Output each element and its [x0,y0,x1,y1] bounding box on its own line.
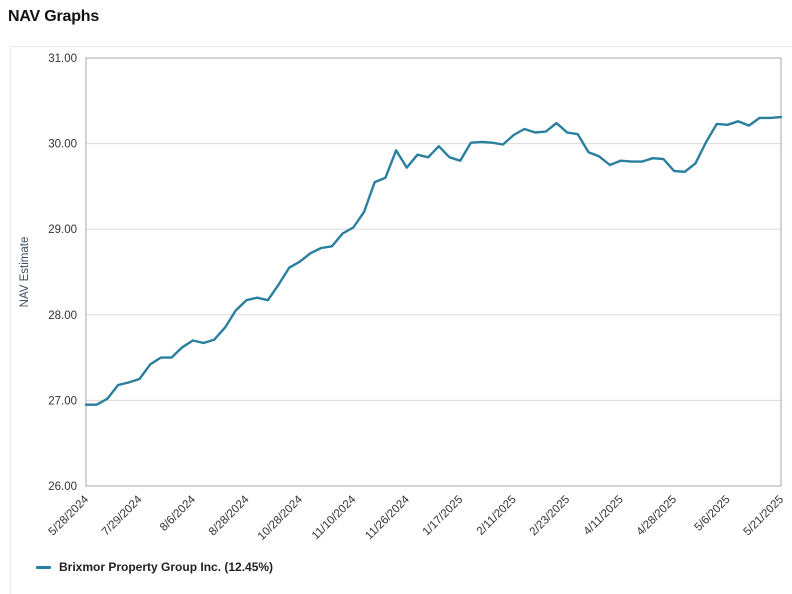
legend-item-label: Brixmor Property Group Inc. (12.45%) [59,560,274,574]
x-axis-tick-label: 4/11/2025 [582,494,626,538]
x-axis-tick-label: 7/29/2024 [100,493,145,538]
x-axis-tick-label: 10/28/2024 [256,493,306,543]
y-axis-tick-label: 31.00 [48,53,77,65]
x-axis-tick-label: 5/6/2025 [693,494,733,534]
x-axis-tick-label: 1/17/2025 [421,494,466,539]
y-axis-tick-label: 27.00 [48,395,77,407]
y-axis-tick-label: 29.00 [48,224,77,236]
plot-border [85,57,782,487]
y-axis-title: NAV Estimate [19,237,31,308]
x-axis-tick-label: 4/28/2025 [635,494,680,539]
x-axis-tick-label: 8/6/2024 [158,493,199,534]
nav-line-chart[interactable]: 31.00 30.00 29.00 28.00 27.00 26.00 NAV Estima… [11,47,792,547]
x-axis-tick-label: 11/10/2024 [310,493,359,542]
x-axis-tick-label: 2/23/2025 [528,494,573,539]
x-axis-tick-label: 5/21/2025 [741,494,786,539]
x-axis-tick-label: 8/28/2024 [207,493,252,538]
x-axis-tick-label: 5/28/2024 [46,493,91,538]
y-axis-tick-label: 28.00 [48,310,77,322]
series-line-brixmor[interactable] [84,115,783,406]
legend-item-brixmor[interactable]: Brixmor Property Group Inc. (12.45%) [36,560,273,574]
chart-card: 31.00 30.00 29.00 28.00 27.00 26.00 NAV Estima… [10,46,792,594]
legend-line-icon [36,565,51,569]
page-title: NAV Graphs [8,8,100,25]
x-axis-tick-label: 2/11/2025 [475,494,519,538]
x-axis-tick-label: 11/26/2024 [363,493,412,542]
nav-chart-plot[interactable]: 31.00 30.00 29.00 28.00 27.00 26.00 NAV Estima… [11,47,792,547]
y-axis-tick-label: 30.00 [48,139,77,151]
y-axis-tick-label: 26.00 [48,481,77,493]
